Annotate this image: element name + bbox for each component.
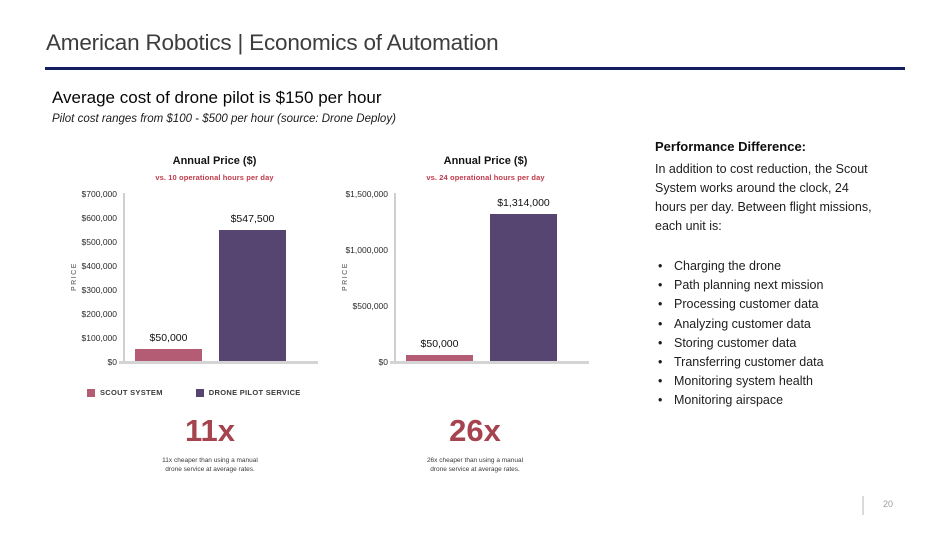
y-tick-label: $1,500,000 — [345, 188, 388, 199]
multiplier-callout-26x: 26x 26x cheaper than using a manual dron… — [405, 414, 545, 474]
plot-area: PRICE $700,000 $600,000 $500,000 $400,000 $3… — [71, 189, 318, 367]
y-axis-line — [394, 193, 396, 361]
header-divider-rule — [45, 67, 905, 70]
legend-item: SCOUT SYSTEM — [87, 388, 163, 397]
slide-title: American Robotics | Economics of Automat… — [46, 30, 499, 55]
page-number: 20 — [882, 499, 893, 509]
bar-chart-24-hours: Annual Price ($) vs. 24 operational hour… — [336, 155, 616, 395]
bar-drone-pilot-service — [219, 230, 286, 361]
caption-line: drone service at average rates. — [165, 466, 255, 473]
chart-title: Annual Price ($) — [443, 155, 528, 167]
x-axis-line — [390, 361, 589, 364]
y-tick-label: $600,000 — [81, 212, 117, 223]
y-tick-label: $500,000 — [81, 236, 117, 247]
y-tick-label: $700,000 — [81, 188, 117, 199]
y-axis-line — [123, 193, 125, 361]
footer-divider — [862, 496, 864, 515]
bullet-item: Monitoring system health — [655, 372, 877, 391]
multiplier-callout-11x: 11x 11x cheaper than using a manual dron… — [140, 414, 280, 474]
performance-paragraph: In addition to cost reduction, the Scout… — [655, 162, 872, 233]
y-tick-label: $0 — [378, 356, 388, 367]
legend-item: DRONE PILOT SERVICE — [195, 388, 301, 397]
chart-subtitle: vs. 24 operational hours per day — [426, 172, 545, 182]
bar-scout-system — [406, 355, 473, 361]
legend-label: SCOUT SYSTEM — [100, 388, 163, 397]
bullet-item: Transferring customer data — [655, 353, 877, 372]
caption-line: 11x cheaper than using a manual — [162, 457, 258, 464]
bar-value-label: $1,314,000 — [497, 197, 550, 209]
bullet-item: Path planning next mission — [655, 276, 877, 295]
legend-swatch — [87, 388, 95, 397]
performance-difference-section: Performance Difference: In addition to c… — [655, 139, 877, 411]
plot-area: PRICE $1,500,000 $1,000,000 $500,000 $0 $50,… — [342, 189, 589, 367]
bullet-item: Processing customer data — [655, 295, 877, 314]
slide-subheading: Pilot cost ranges from $100 - $500 per h… — [52, 113, 396, 125]
slide-heading: Average cost of drone pilot is $150 per … — [52, 88, 382, 107]
chart-title: Annual Price ($) — [172, 155, 257, 167]
performance-bullets: Charging the dronePath planning next mis… — [655, 257, 877, 411]
chart-subtitle: vs. 10 operational hours per day — [155, 172, 274, 182]
multiplier-value: 11x — [184, 413, 235, 448]
bar-value-label: $50,000 — [420, 338, 459, 350]
caption-line: 26x cheaper than using a manual — [426, 457, 524, 464]
y-tick-label: $0 — [107, 356, 117, 367]
y-tick-label: $100,000 — [81, 332, 117, 343]
legend-swatch — [195, 388, 204, 397]
multiplier-caption: 11x cheaper than using a manual drone se… — [140, 456, 280, 474]
legend-label: DRONE PILOT SERVICE — [208, 388, 301, 397]
y-tick-label: $400,000 — [81, 260, 117, 271]
bar-chart-10-hours: Annual Price ($) vs. 10 operational hour… — [65, 155, 345, 395]
multiplier-value: 26x — [449, 413, 501, 448]
multiplier-caption: 26x cheaper than using a manual drone se… — [405, 456, 545, 474]
chart-legend: SCOUT SYSTEM DRONE PILOT SERVICE — [87, 388, 301, 397]
y-tick-label: $1,000,000 — [345, 244, 388, 255]
bullet-item: Analyzing customer data — [655, 315, 877, 334]
bullet-item: Charging the drone — [655, 257, 877, 276]
y-tick-label: $500,000 — [352, 300, 388, 311]
bar-drone-pilot-service — [490, 214, 557, 361]
y-tick-label: $300,000 — [81, 284, 117, 295]
y-axis-label: PRICE — [342, 262, 349, 292]
y-tick-label: $200,000 — [81, 308, 117, 319]
caption-line: drone service at average rates. — [430, 466, 520, 473]
x-axis-line — [119, 361, 318, 364]
bullet-item: Storing customer data — [655, 334, 877, 353]
bar-value-label: $547,500 — [230, 213, 275, 225]
bar-scout-system — [135, 349, 202, 361]
performance-heading: Performance Difference: — [655, 139, 806, 154]
bar-value-label: $50,000 — [149, 332, 188, 344]
bullet-item: Monitoring airspace — [655, 391, 877, 410]
